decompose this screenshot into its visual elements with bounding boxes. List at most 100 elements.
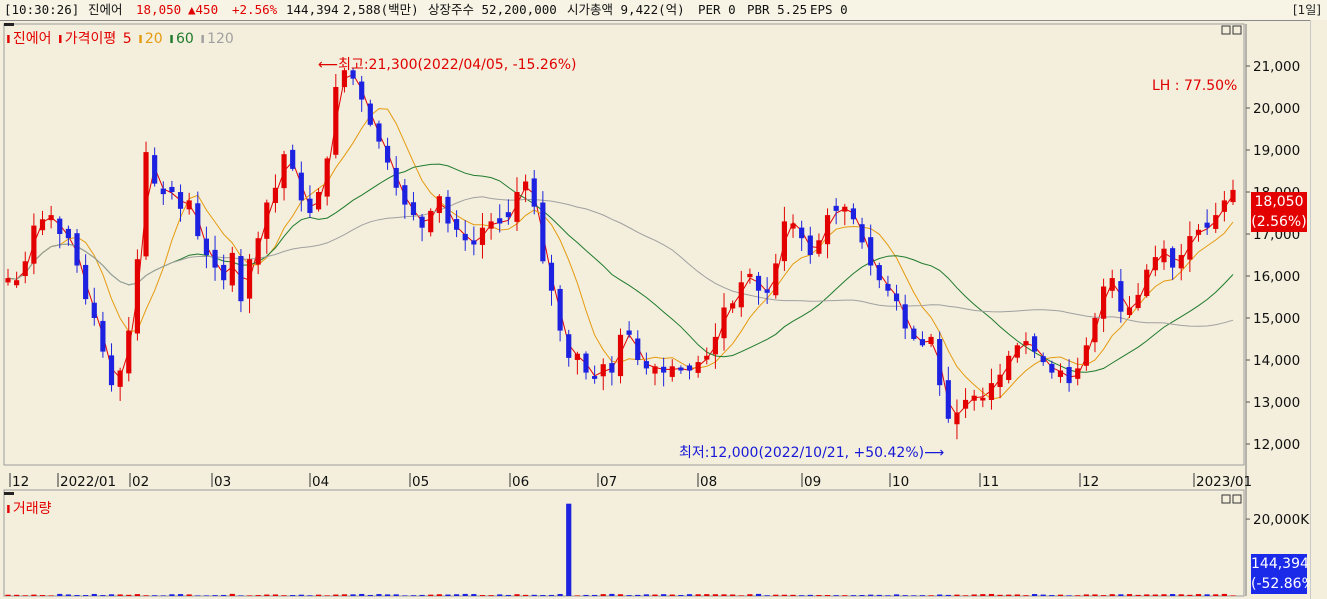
- vertical-scrollbar[interactable]: [1310, 20, 1327, 599]
- candle-body: [212, 249, 218, 268]
- header-eps: EPS 0: [810, 2, 848, 17]
- volume-bar: [479, 595, 486, 596]
- volume-bar: [1023, 595, 1029, 596]
- volume-bar: [1006, 594, 1012, 596]
- maximize-icon: [1232, 25, 1242, 35]
- volume-minimize-icon: [1221, 494, 1231, 504]
- right-arrow-icon: ⟶: [924, 445, 945, 461]
- candle-body: [39, 219, 46, 231]
- panel-handle-icon: [4, 23, 14, 26]
- candle-body: [505, 212, 511, 218]
- volume-bar: [643, 594, 649, 596]
- volume-bar: [738, 595, 744, 596]
- candle-body: [445, 196, 451, 224]
- volume-bar: [1057, 594, 1064, 596]
- volume-bar: [393, 594, 399, 596]
- candle-body: [1195, 229, 1202, 235]
- high-annotation: ⟵최고:21,300(2022/04/05, -15.26%): [318, 57, 577, 73]
- y-tick-label: 13,000: [1253, 395, 1300, 411]
- volume-bar: [816, 595, 822, 596]
- volume-bar: [22, 595, 28, 596]
- x-tick-label: 08: [700, 474, 717, 490]
- volume-bar: [1195, 594, 1202, 596]
- candle-body: [635, 338, 641, 360]
- volume-bar: [1049, 595, 1055, 596]
- volume-bar: [428, 594, 434, 596]
- candle-body: [1014, 345, 1020, 358]
- candle-body: [143, 152, 149, 257]
- volume-badge-value: 144,394: [1251, 556, 1309, 572]
- candle-body: [686, 365, 693, 371]
- volume-bar: [143, 595, 149, 596]
- candle-body: [1083, 345, 1089, 366]
- volume-bar: [1221, 593, 1227, 596]
- candle-body: [1023, 341, 1029, 346]
- candle-body: [781, 221, 787, 262]
- volume-bar: [1126, 594, 1133, 596]
- volume-bar: [842, 595, 848, 596]
- volume-panel-handle-icon: [4, 492, 14, 495]
- candle-body: [1066, 367, 1072, 384]
- volume-bar: [367, 594, 373, 596]
- candle-body: [367, 103, 373, 125]
- period-option-button[interactable]: [1일]: [1292, 3, 1321, 17]
- header-pct: +2.56%: [232, 2, 278, 17]
- volume-bar: [229, 593, 235, 596]
- volume-bar: [868, 594, 874, 596]
- volume-bar: [1187, 594, 1193, 596]
- volume-bar: [557, 594, 563, 596]
- candle-body: [755, 275, 762, 291]
- volume-bar: [850, 595, 857, 596]
- candle-body: [988, 383, 995, 400]
- y-tick-label: 20,000: [1253, 101, 1300, 117]
- candle-body: [1170, 248, 1176, 268]
- volume-bar: [824, 595, 831, 596]
- volume-bar: [997, 594, 1003, 596]
- volume-bar: [988, 593, 995, 596]
- candle-body: [868, 237, 874, 266]
- header-per: PER 0: [698, 2, 736, 17]
- candle-body: [1040, 356, 1046, 363]
- volume-bar: [1118, 594, 1124, 596]
- volume-bar: [1083, 594, 1089, 596]
- candle-body: [91, 302, 97, 318]
- candle-body: [911, 328, 917, 339]
- volume-bar: [91, 593, 97, 596]
- candle-body: [419, 216, 425, 228]
- volume-bar: [117, 594, 123, 596]
- volume-bar: [781, 594, 787, 596]
- candle-body: [954, 412, 960, 425]
- volume-bar: [859, 594, 865, 596]
- volume-badge-pct: (-52.86%): [1251, 576, 1321, 592]
- volume-bar: [462, 593, 468, 596]
- volume-bar: [1135, 594, 1141, 596]
- volume-bar: [384, 594, 391, 596]
- ma120-line: [7, 196, 1234, 327]
- volume-bar: [600, 594, 606, 596]
- price-chart[interactable]: 21,00020,00019,00018,00017,00016,00015,0…: [0, 20, 1310, 599]
- header-time: [10:30:26]: [4, 2, 80, 17]
- candle-body: [669, 366, 675, 377]
- volume-bar: [238, 595, 244, 596]
- volume-bar: [169, 594, 175, 596]
- header-change: ▲450: [188, 2, 219, 17]
- candle-body: [160, 188, 166, 195]
- candle-body: [695, 362, 701, 373]
- header-stock-name[interactable]: 진에어: [88, 2, 123, 17]
- volume-bar: [919, 595, 926, 596]
- candle-body: [937, 339, 943, 386]
- x-tick-label: 11: [982, 474, 999, 490]
- x-tick-label: 12: [1082, 474, 1099, 490]
- volume-bar: [57, 593, 63, 596]
- price-legend: ı 진에어 ı 가격이평 5 ı 20 ı 60 ı 120: [6, 31, 234, 47]
- candle-body: [479, 227, 486, 245]
- volume-bar: [454, 594, 460, 596]
- candle-body: [876, 265, 882, 281]
- candle-body: [471, 240, 477, 245]
- candle-body: [1204, 222, 1210, 228]
- legend-ma120: 120: [207, 31, 234, 47]
- volume-bar: [592, 594, 598, 596]
- candle-body: [712, 336, 718, 355]
- candle-body: [462, 233, 468, 241]
- volume-panel-frame: [3, 489, 1245, 597]
